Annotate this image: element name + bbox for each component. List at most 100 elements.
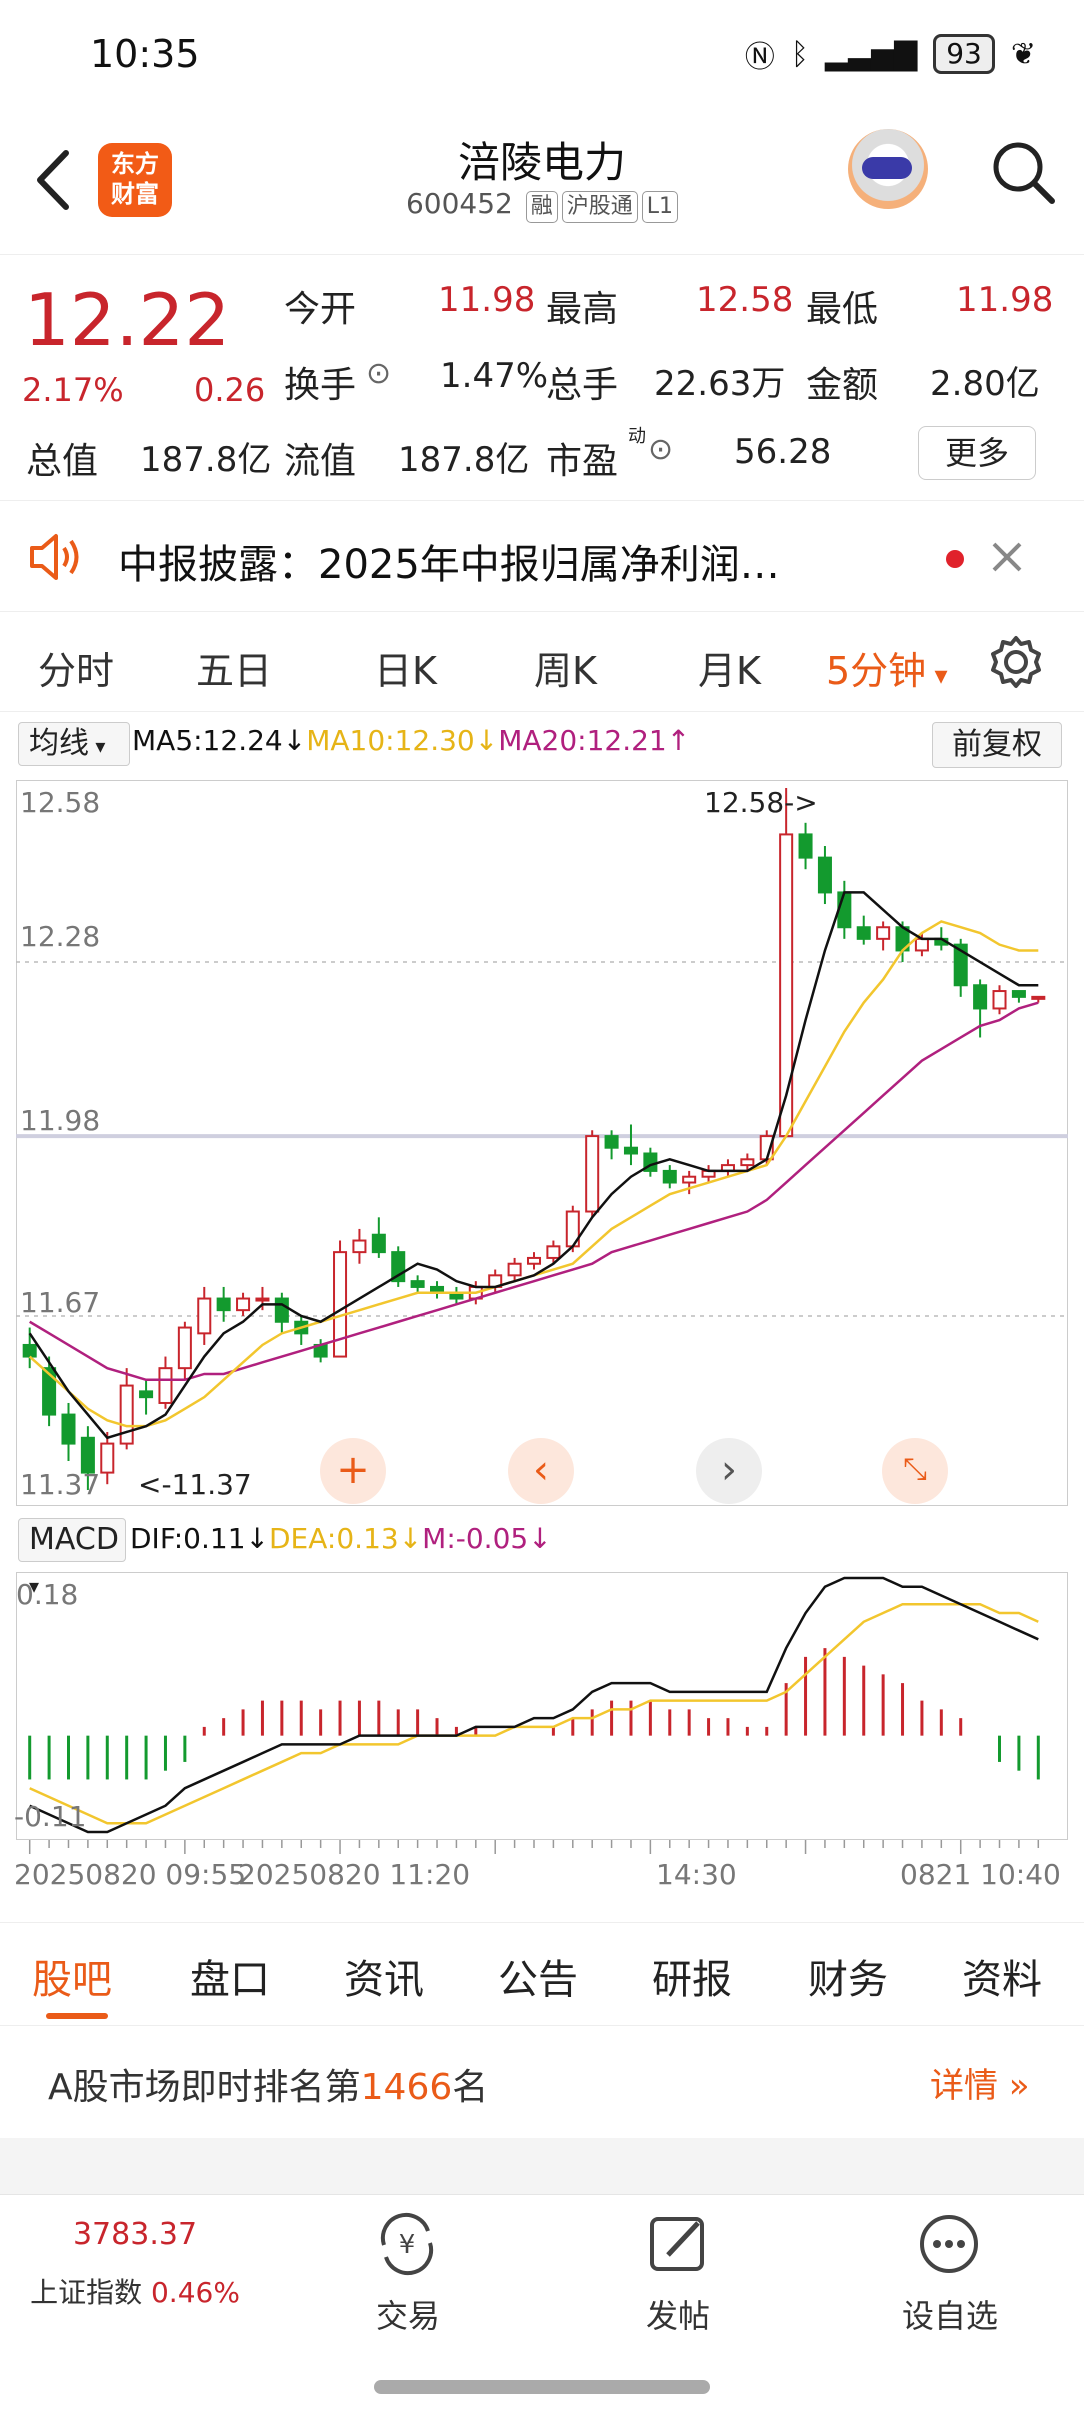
shrink-button[interactable]: ⤡ [882,1438,948,1504]
candle [953,943,968,987]
kline-chart-frame[interactable] [16,780,1068,1506]
y-label-3: 11.98 [20,1104,101,1137]
candle [61,1413,76,1445]
candle [973,984,988,1010]
status-bar: 10:35 Ⓝ ᛒ ▂▃▅▇ 93 ❦ [0,0,1084,110]
scroll-right-button[interactable]: › [696,1438,762,1504]
volume-label: 总手 [546,365,619,406]
tab-five-day[interactable]: 五日 [196,649,273,693]
svg-text:¥: ¥ [399,2230,416,2260]
candle [42,1367,57,1416]
candle [798,833,813,859]
clock: 10:35 [90,32,200,76]
rank-detail-link[interactable]: 详情 » [930,2066,1030,2106]
bluetooth-icon: ᛒ [790,36,809,72]
period-tabs: 分时 五日 日K 周K 月K 5分钟 ▾ [0,612,1084,712]
tab-5min[interactable]: 5分钟 ▾ [826,649,948,693]
adjust-rights-button[interactable]: 前复权 [932,722,1062,768]
signal-icon: ▂▃▅▇ [824,36,918,72]
candle [1031,995,1046,1000]
close-icon[interactable] [990,540,1024,574]
more-dots-icon[interactable] [916,2211,982,2277]
tab-guba[interactable]: 股吧 [32,1957,112,2003]
candle [216,1297,231,1312]
tab-intraday[interactable]: 分时 [38,649,115,693]
scroll-left-button[interactable]: ‹ [508,1438,574,1504]
macd-chart [28,1576,1040,1834]
rank-number: 1466 [360,2067,453,2108]
candle [662,1169,677,1184]
ma10-value: MA10:12.30↓ [306,724,499,757]
trade-icon[interactable]: ¥ [372,2211,442,2277]
more-button[interactable]: 更多 [918,426,1036,480]
tab-market-depth[interactable]: 盘口 [190,1957,270,2003]
candle [604,1135,619,1149]
low-value: 11.98 [956,280,1054,320]
tab-financials[interactable]: 财务 [808,1957,888,2003]
candle [158,1367,173,1404]
tab-announcements[interactable]: 公告 [498,1957,578,2003]
candle [236,1297,251,1312]
candle [876,926,891,940]
stock-name: 涪陵电力 [457,138,626,187]
candle [100,1442,115,1474]
candle [546,1245,561,1259]
tab-daily-k[interactable]: 日K [374,649,437,693]
post-label[interactable]: 发帖 [645,2297,710,2335]
compose-icon[interactable] [646,2211,712,2277]
trade-label[interactable]: 交易 [375,2297,440,2335]
tab-profile[interactable]: 资料 [962,1957,1042,2003]
quote-panel: 12.22 2.17% 0.26 今开 11.98 最高 12.58 最低 11… [0,256,1084,501]
candle [119,1384,134,1445]
index-line[interactable]: 上证指数 0.46% [30,2276,240,2309]
macd-chart-frame[interactable] [16,1572,1068,1840]
open-label: 今开 [284,289,357,330]
unread-dot [946,550,964,568]
macd-selector-button[interactable]: MACD ▾ [18,1518,126,1598]
add-watchlist-label[interactable]: 设自选 [901,2297,998,2335]
total-cap-label: 总值 [26,441,99,482]
candle [177,1326,192,1370]
dif-value: DIF:0.11↓ [130,1522,269,1555]
change-amount: 0.26 [194,371,266,409]
index-value[interactable]: 3783.37 [72,2217,198,2252]
candle [197,1297,212,1335]
double-chevron-right-icon: » [998,2066,1030,2106]
macd-y-top: 0.18 [16,1578,79,1611]
home-indicator [374,2380,710,2394]
stock-code: 600452 [405,187,513,220]
back-arrow-icon[interactable] [30,145,80,215]
header: 东方 财富 涪陵电力 600452 融沪股通 L1 [0,115,1084,255]
rank-row[interactable]: A股市场即时排名第1466名 详情 » [0,2026,1084,2138]
candle [371,1233,386,1254]
low-label: 最低 [806,289,879,330]
candle [255,1297,270,1302]
ma-legend: MA5:12.24↓MA10:12.30↓MA20:12.21↑ [132,724,690,757]
m-value: M:-0.05↓ [422,1522,552,1555]
candle [585,1135,600,1213]
macd-y-bottom: -0.11 [14,1800,87,1833]
zoom-in-button[interactable]: + [320,1438,386,1504]
settings-gear-icon[interactable] [988,634,1044,690]
announcement-text: 中报披露：2025年中报归属净利润… [118,542,780,588]
info-icon[interactable]: ⊙ [366,356,392,391]
search-icon[interactable] [988,137,1058,207]
candle [856,926,871,940]
tab-research[interactable]: 研报 [652,1957,732,2003]
tab-monthly-k[interactable]: 月K [698,649,761,693]
candle [837,891,852,929]
tab-news[interactable]: 资讯 [344,1957,424,2003]
chevron-left-icon: ‹ [533,1447,549,1493]
pe-info-icon[interactable]: ⊙ [648,432,674,467]
y-label-4: 11.67 [20,1286,101,1319]
amount-value: 2.80亿 [930,364,1040,404]
ma-selector-button[interactable]: 均线 ▾ [18,722,130,766]
time-label-4: 0821 10:40 [900,1858,1061,1891]
candle [352,1239,367,1254]
time-axis-ticks [28,1840,1040,1854]
turnover-value: 1.47% [440,356,549,396]
tab-weekly-k[interactable]: 周K [534,649,597,693]
announcement-bar[interactable]: 中报披露：2025年中报归属净利润… [0,502,1084,612]
min-price-annotation: <-11.37 [138,1468,252,1501]
float-cap-value: 187.8亿 [398,440,530,480]
